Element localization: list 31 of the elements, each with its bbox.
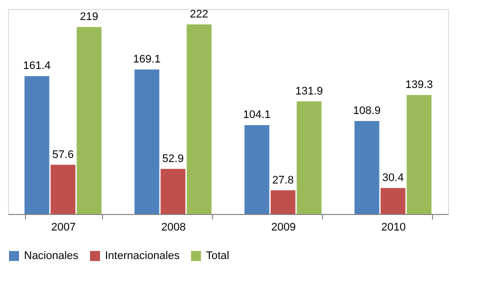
data-label: 27.8 — [272, 174, 294, 186]
x-tick-label: 2009 — [271, 222, 296, 234]
data-label: 131.9 — [295, 85, 323, 98]
bar — [406, 95, 432, 214]
bar — [244, 125, 270, 214]
data-label: 104.1 — [243, 109, 271, 122]
legend-label: Nacionales — [24, 250, 79, 262]
bar — [380, 188, 406, 214]
x-tick-label: 2008 — [161, 222, 186, 234]
bar — [354, 120, 380, 214]
bar — [270, 190, 296, 214]
bar — [76, 26, 102, 214]
bar — [160, 168, 186, 214]
data-label: 169.1 — [133, 54, 161, 66]
data-label: 161.4 — [23, 60, 51, 72]
data-label: 108.9 — [353, 104, 381, 117]
bar — [50, 164, 76, 214]
data-label: 139.3 — [405, 79, 433, 92]
legend-label: Internacionales — [105, 250, 180, 262]
bar — [296, 101, 322, 214]
data-label: 57.6 — [52, 148, 74, 161]
data-label: 52.9 — [162, 152, 184, 165]
data-label: 222 — [190, 8, 208, 20]
bar — [134, 70, 160, 214]
x-tick-label: 2007 — [51, 222, 76, 234]
bar — [24, 76, 50, 214]
bar — [186, 24, 212, 214]
data-label: 219 — [80, 10, 98, 23]
legend-label: Total — [206, 250, 230, 262]
x-tick-label: 2010 — [381, 222, 406, 234]
data-label: 30.4 — [382, 172, 404, 184]
